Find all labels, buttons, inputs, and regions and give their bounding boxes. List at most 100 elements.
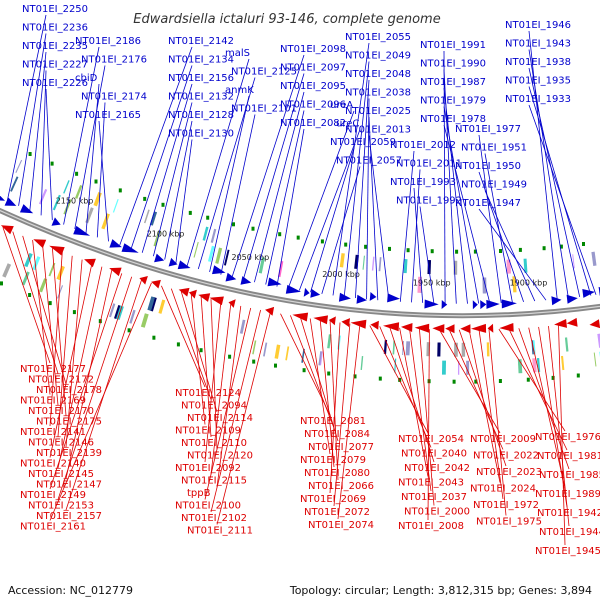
- marker-square: [398, 377, 402, 382]
- reverse-gene-label: NT01EI_2172: [28, 375, 94, 386]
- reverse-gene-arrow: [139, 276, 148, 285]
- feature-bar: [285, 346, 290, 361]
- kbp-tick-label: 2150 kbp: [56, 196, 94, 205]
- marker-square: [228, 354, 232, 359]
- marker-square: [320, 239, 324, 244]
- reverse-gene-arrow: [188, 289, 197, 299]
- reverse-label-line: [427, 329, 430, 521]
- feature-bar: [466, 360, 470, 375]
- reverse-gene-arrow: [445, 324, 455, 334]
- forward-gene-label: NT01EI_1946: [505, 20, 571, 31]
- reverse-gene-label: NT01EI_2170: [28, 406, 94, 417]
- feature-bar: [129, 309, 136, 324]
- reverse-label-line: [210, 303, 232, 475]
- reverse-gene-label: NT01EI_2157: [36, 511, 102, 522]
- reverse-label-line: [333, 323, 351, 507]
- forward-label-line: [220, 114, 256, 275]
- feature-bar: [93, 192, 102, 207]
- forward-gene-arrow: [424, 299, 439, 309]
- feature-bar: [112, 199, 119, 213]
- reverse-gene-arrow: [0, 225, 14, 235]
- forward-label-line: [287, 110, 355, 289]
- forward-label-line: [175, 139, 193, 263]
- reverse-gene-arrow: [383, 322, 400, 332]
- forward-label-line: [45, 88, 53, 221]
- reverse-gene-label: NT01EI_2054: [398, 434, 464, 445]
- forward-gene-label: NT01EI_1947: [455, 198, 521, 209]
- forward-gene-arrow: [551, 296, 562, 306]
- reverse-gene-label: NT01EI_2009: [470, 434, 536, 445]
- forward-gene-arrow: [472, 300, 478, 310]
- reverse-label-line: [32, 240, 51, 395]
- forward-gene-arrow: [240, 276, 252, 285]
- forward-gene-label: NT01EI_1977: [455, 124, 521, 135]
- marker-square: [551, 375, 555, 380]
- forward-gene-label: NT01EI_2095: [280, 81, 346, 92]
- forward-gene-label: NT01EI_2174: [81, 92, 147, 103]
- reverse-gene-label: NT01EI_2115: [181, 476, 247, 487]
- forward-gene-label: NT01EI_2049: [345, 51, 411, 62]
- forward-label-line: [528, 67, 581, 297]
- reverse-gene-label: NT01EI_2102: [181, 513, 247, 524]
- forward-label-line: [164, 120, 193, 260]
- reverse-label-line: [57, 276, 133, 500]
- reverse-gene-label: NT01EI_2169: [20, 396, 86, 407]
- forward-gene-arrow: [109, 239, 122, 248]
- reverse-gene-label: NT01EI_2114: [187, 413, 253, 424]
- reverse-label-line: [558, 325, 566, 546]
- feature-bar: [10, 176, 19, 192]
- marker-square: [48, 301, 52, 306]
- forward-gene-label: NT01EI_2227: [22, 60, 88, 71]
- marker-square: [473, 249, 477, 254]
- forward-gene-arrow: [486, 299, 500, 309]
- forward-gene-label: NT01EI_2025: [345, 106, 411, 117]
- marker-square: [274, 363, 277, 368]
- feature-bar: [441, 360, 447, 375]
- reverse-gene-label: NT01EI_2092: [175, 463, 241, 474]
- forward-gene-label: NT01EI_2012: [390, 140, 456, 151]
- forward-label-line: [321, 166, 361, 295]
- forward-gene-label: NT01EI_1943: [505, 39, 571, 50]
- marker-square: [251, 226, 255, 231]
- kbp-tick-label: 1900 kbp: [510, 279, 548, 288]
- forward-gene-arrow: [387, 293, 400, 303]
- kbp-tick-label: 2100 kbp: [147, 230, 185, 239]
- reverse-gene-arrow: [328, 316, 336, 326]
- reverse-label-line: [478, 329, 504, 500]
- reverse-label-line: [200, 296, 212, 438]
- marker-square: [455, 249, 459, 254]
- reverse-gene-label: NT01EI_2140: [20, 459, 86, 470]
- reverse-gene-label: NT01EI_2042: [404, 463, 470, 474]
- accession-label: Accession: NC_012779: [8, 584, 134, 597]
- reverse-label-line: [309, 318, 331, 455]
- feature-bar: [75, 184, 83, 199]
- forward-label-line: [141, 83, 193, 253]
- forward-gene-label: cbiD: [75, 73, 98, 84]
- feature-bar: [532, 340, 536, 355]
- feature-bar: [252, 340, 257, 355]
- reverse-label-line: [204, 307, 252, 500]
- marker-square: [152, 335, 156, 340]
- forward-gene-label: ureC: [336, 119, 359, 130]
- feature-bar: [38, 188, 48, 205]
- marker-square: [127, 328, 131, 333]
- marker-square: [542, 246, 546, 251]
- forward-label-line: [18, 33, 47, 206]
- forward-label-lines: [6, 14, 597, 304]
- forward-label-line: [484, 190, 536, 302]
- marker-square: [364, 244, 368, 249]
- reverse-label-line: [319, 319, 335, 468]
- feature-bar: [378, 257, 382, 272]
- reverse-label-line: [448, 329, 504, 450]
- forward-label-line: [528, 30, 558, 300]
- feature-bar: [274, 344, 281, 359]
- feature-bar: [392, 340, 396, 355]
- reverse-gene-label: NT01EI_2008: [398, 521, 464, 532]
- forward-gene-label: NT01EI_2057: [336, 156, 402, 167]
- reverse-strand-genes: [0, 225, 600, 334]
- reverse-gene-arrow: [471, 323, 487, 333]
- forward-label-line: [231, 54, 305, 278]
- forward-gene-arrow: [356, 294, 367, 304]
- marker-square: [94, 179, 98, 184]
- forward-gene-label: NT01EI_2097: [280, 63, 346, 74]
